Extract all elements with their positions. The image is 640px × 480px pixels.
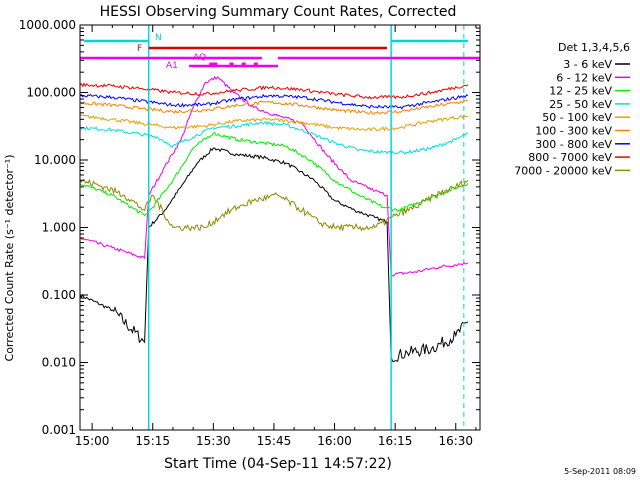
x-axis-label: Start Time (04-Sep-11 14:57:22) [164,456,392,472]
date-stamp: 5-Sep-2011 08:09 [564,467,636,476]
series-line-6 [79,93,469,110]
series-line-2 [79,131,469,217]
y-tick-label-5: 100.000 [26,86,76,100]
series-line-0 [79,147,469,363]
flag-label-4: A1 [166,61,178,71]
legend-label-3: 25 - 50 keV [549,98,612,111]
series-line-3 [79,120,468,156]
x-tick-label-2: 15:30 [196,434,231,448]
flag-label-1: F [137,44,142,54]
y-axis-label: Corrected Count Rate (s⁻¹ detector⁻¹) [3,155,16,362]
x-tick-label-1: 15:15 [135,434,170,448]
legend-label-1: 6 - 12 keV [556,71,612,84]
y-tick-label-1: 0.010 [42,356,76,370]
x-tick-label-5: 16:15 [378,434,413,448]
series-line-8 [79,178,469,232]
x-tick-label-0: 15:00 [75,434,110,448]
series-line-4 [79,113,469,132]
y-tick-label-4: 10.000 [34,153,76,167]
series-line-7 [79,82,469,100]
legend-title: Det 1,3,4,5,6 [558,41,630,54]
y-tick-label-0: 0.001 [42,423,76,437]
plot-area: N F AQ A1 [79,25,480,430]
x-tick-label-4: 16:00 [317,434,352,448]
plot-frame [79,24,481,431]
legend-label-6: 300 - 800 keV [535,138,612,151]
axis-ticks: 15:00 15:15 15:30 15:45 16:00 16:15 16:30 0.001… [19,18,480,448]
y-tick-label-3: 1.000 [42,221,76,235]
flag-label-3: AQ [193,53,206,63]
y-tick-label-2: 0.100 [42,288,76,302]
series-line-5 [79,99,469,116]
legend-label-7: 800 - 7000 keV [528,151,612,164]
x-tick-label-6: 16:30 [438,434,473,448]
series-line-1 [79,75,469,277]
legend-label-0: 3 - 6 keV [563,58,612,71]
legend-label-8: 7000 - 20000 keV [514,164,612,177]
legend-label-4: 50 - 100 keV [542,111,612,124]
legend-label-5: 100 - 300 keV [535,125,612,138]
legend-label-2: 12 - 25 keV [549,85,612,98]
x-tick-label-3: 15:45 [257,434,292,448]
chart-title: HESSI Observing Summary Count Rates, Cor… [100,4,457,20]
flag-label-0: N [155,33,162,43]
y-tick-label-6: 1000.000 [19,18,76,32]
